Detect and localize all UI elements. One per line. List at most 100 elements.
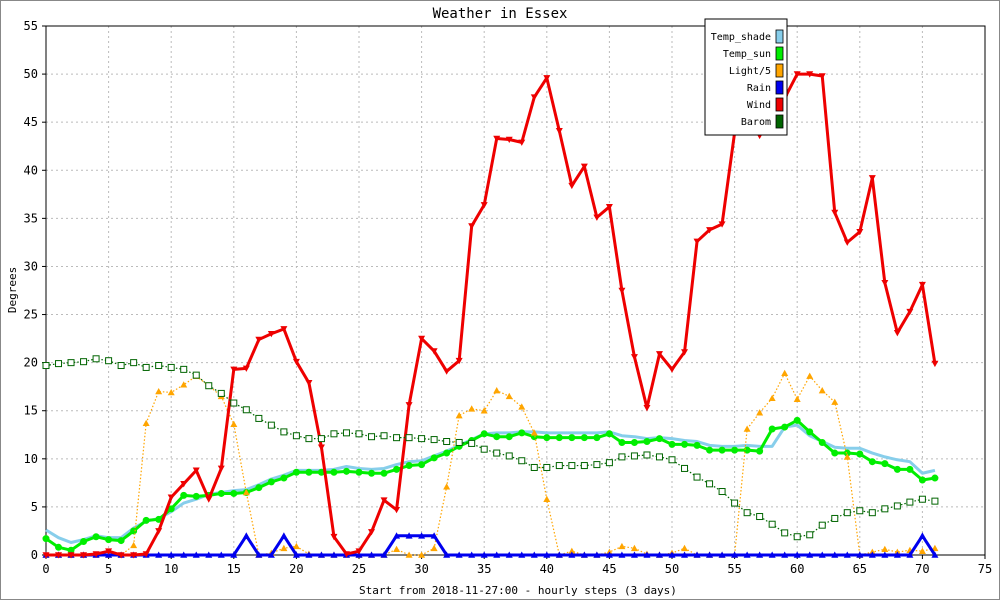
data-point-rain [430,532,438,539]
data-point-barom [668,456,676,464]
data-point-barom [443,438,451,446]
data-point-temp-sun [480,430,488,438]
data-point-rain [768,551,776,558]
data-point-barom [731,499,739,507]
data-point-barom [693,473,701,481]
data-point-barom [418,435,426,443]
x-tick-label: 5 [105,562,112,576]
data-point-rain [806,551,814,558]
data-point-temp-sun [117,537,125,545]
data-point-rain [781,551,789,558]
data-point-temp-sun [881,460,889,468]
data-point-light-5 [843,453,851,460]
legend-swatch [775,29,784,44]
data-point-rain [493,551,501,558]
series-barom [42,355,939,541]
chart-title: Weather in Essex [433,6,568,22]
x-tick-label: 60 [790,562,804,576]
y-tick-label: 20 [24,356,38,370]
data-point-rain [468,551,476,558]
legend-label: Temp_sun [723,49,771,60]
data-point-rain [843,551,851,558]
data-point-temp-sun [893,465,901,473]
data-point-rain [267,551,275,558]
data-point-barom [455,438,463,446]
data-point-wind [405,402,413,409]
data-point-rain [167,551,175,558]
data-point-barom [42,362,50,370]
data-point-light-5 [242,488,250,496]
data-point-temp-sun [42,535,50,543]
data-point-barom [180,365,188,373]
data-point-wind [105,548,113,555]
data-point-light-5 [455,412,463,419]
data-point-barom [155,362,163,370]
data-point-rain [205,551,213,558]
data-point-light-5 [793,395,801,402]
data-point-barom [480,445,488,453]
y-tick-label: 5 [31,500,38,514]
data-point-light-5 [167,388,175,396]
data-point-rain [580,551,588,558]
data-point-wind [668,366,676,373]
data-point-barom [393,434,401,442]
x-tick-label: 75 [978,562,992,576]
data-point-rain [731,551,739,558]
y-tick-label: 55 [24,19,38,33]
data-point-temp-sun [105,536,113,544]
data-point-wind [718,221,726,228]
data-point-rain [292,551,300,558]
data-point-temp-sun [342,467,350,475]
data-point-barom [117,362,125,370]
data-point-temp-sun [418,461,426,469]
data-point-wind [518,139,526,146]
data-point-barom [893,502,901,510]
data-point-barom [430,436,438,444]
data-point-temp-sun [192,492,200,500]
data-point-rain [418,532,426,539]
data-point-wind [205,496,213,503]
data-point-barom [630,452,638,460]
data-point-wind [493,135,501,143]
data-point-wind [42,552,50,559]
data-point-barom [505,452,513,460]
legend-label: Barom [741,117,771,128]
x-tick-label: 15 [227,562,241,576]
data-point-wind [380,497,388,504]
y-tick-label: 25 [24,308,38,322]
data-point-temp-sun [781,423,789,431]
data-point-barom [768,520,776,528]
data-point-wind [330,533,338,541]
data-point-barom [130,359,138,367]
data-point-barom [706,480,714,488]
x-tick-label: 50 [665,562,679,576]
data-point-temp-sun [681,440,689,448]
data-point-light-5 [292,542,300,550]
data-point-rain [643,551,651,558]
data-point-rain [706,551,714,558]
data-point-rain [655,551,663,558]
data-point-temp-sun [267,478,275,486]
data-point-temp-sun [180,491,188,499]
data-point-wind [342,551,350,558]
data-point-barom [255,414,263,422]
data-point-wind [918,281,926,289]
data-point-light-5 [918,547,926,554]
data-point-light-5 [493,387,501,394]
data-point-wind [655,351,663,358]
data-point-barom [317,435,325,443]
data-point-light-5 [230,420,238,427]
data-point-rain [317,551,325,558]
data-point-wind [242,365,250,372]
x-tick-label: 20 [289,562,303,576]
data-point-rain [180,551,188,558]
data-point-barom [856,507,864,515]
data-point-temp-sun [230,489,238,497]
data-point-temp-sun [142,516,150,524]
data-point-rain [918,532,926,539]
data-point-rain [856,551,864,558]
data-point-light-5 [480,407,488,414]
data-point-wind [706,227,714,234]
data-point-wind [693,238,701,245]
data-point-light-5 [155,387,163,395]
